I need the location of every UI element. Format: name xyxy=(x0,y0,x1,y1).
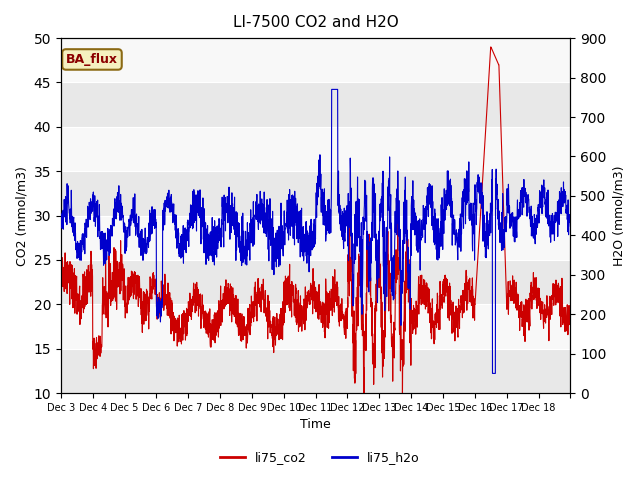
Y-axis label: CO2 (mmol/m3): CO2 (mmol/m3) xyxy=(15,166,28,265)
Bar xyxy=(61,127,570,171)
Title: LI-7500 CO2 and H2O: LI-7500 CO2 and H2O xyxy=(233,15,399,30)
Text: BA_flux: BA_flux xyxy=(66,53,118,66)
Bar xyxy=(61,304,570,349)
X-axis label: Time: Time xyxy=(300,419,331,432)
Bar xyxy=(61,216,570,260)
Bar xyxy=(61,171,570,216)
Bar xyxy=(61,260,570,304)
Y-axis label: H2O (mmol/m3): H2O (mmol/m3) xyxy=(612,166,625,266)
Bar xyxy=(61,83,570,127)
Bar xyxy=(61,349,570,393)
Bar xyxy=(61,38,570,83)
Legend: li75_co2, li75_h2o: li75_co2, li75_h2o xyxy=(215,446,425,469)
